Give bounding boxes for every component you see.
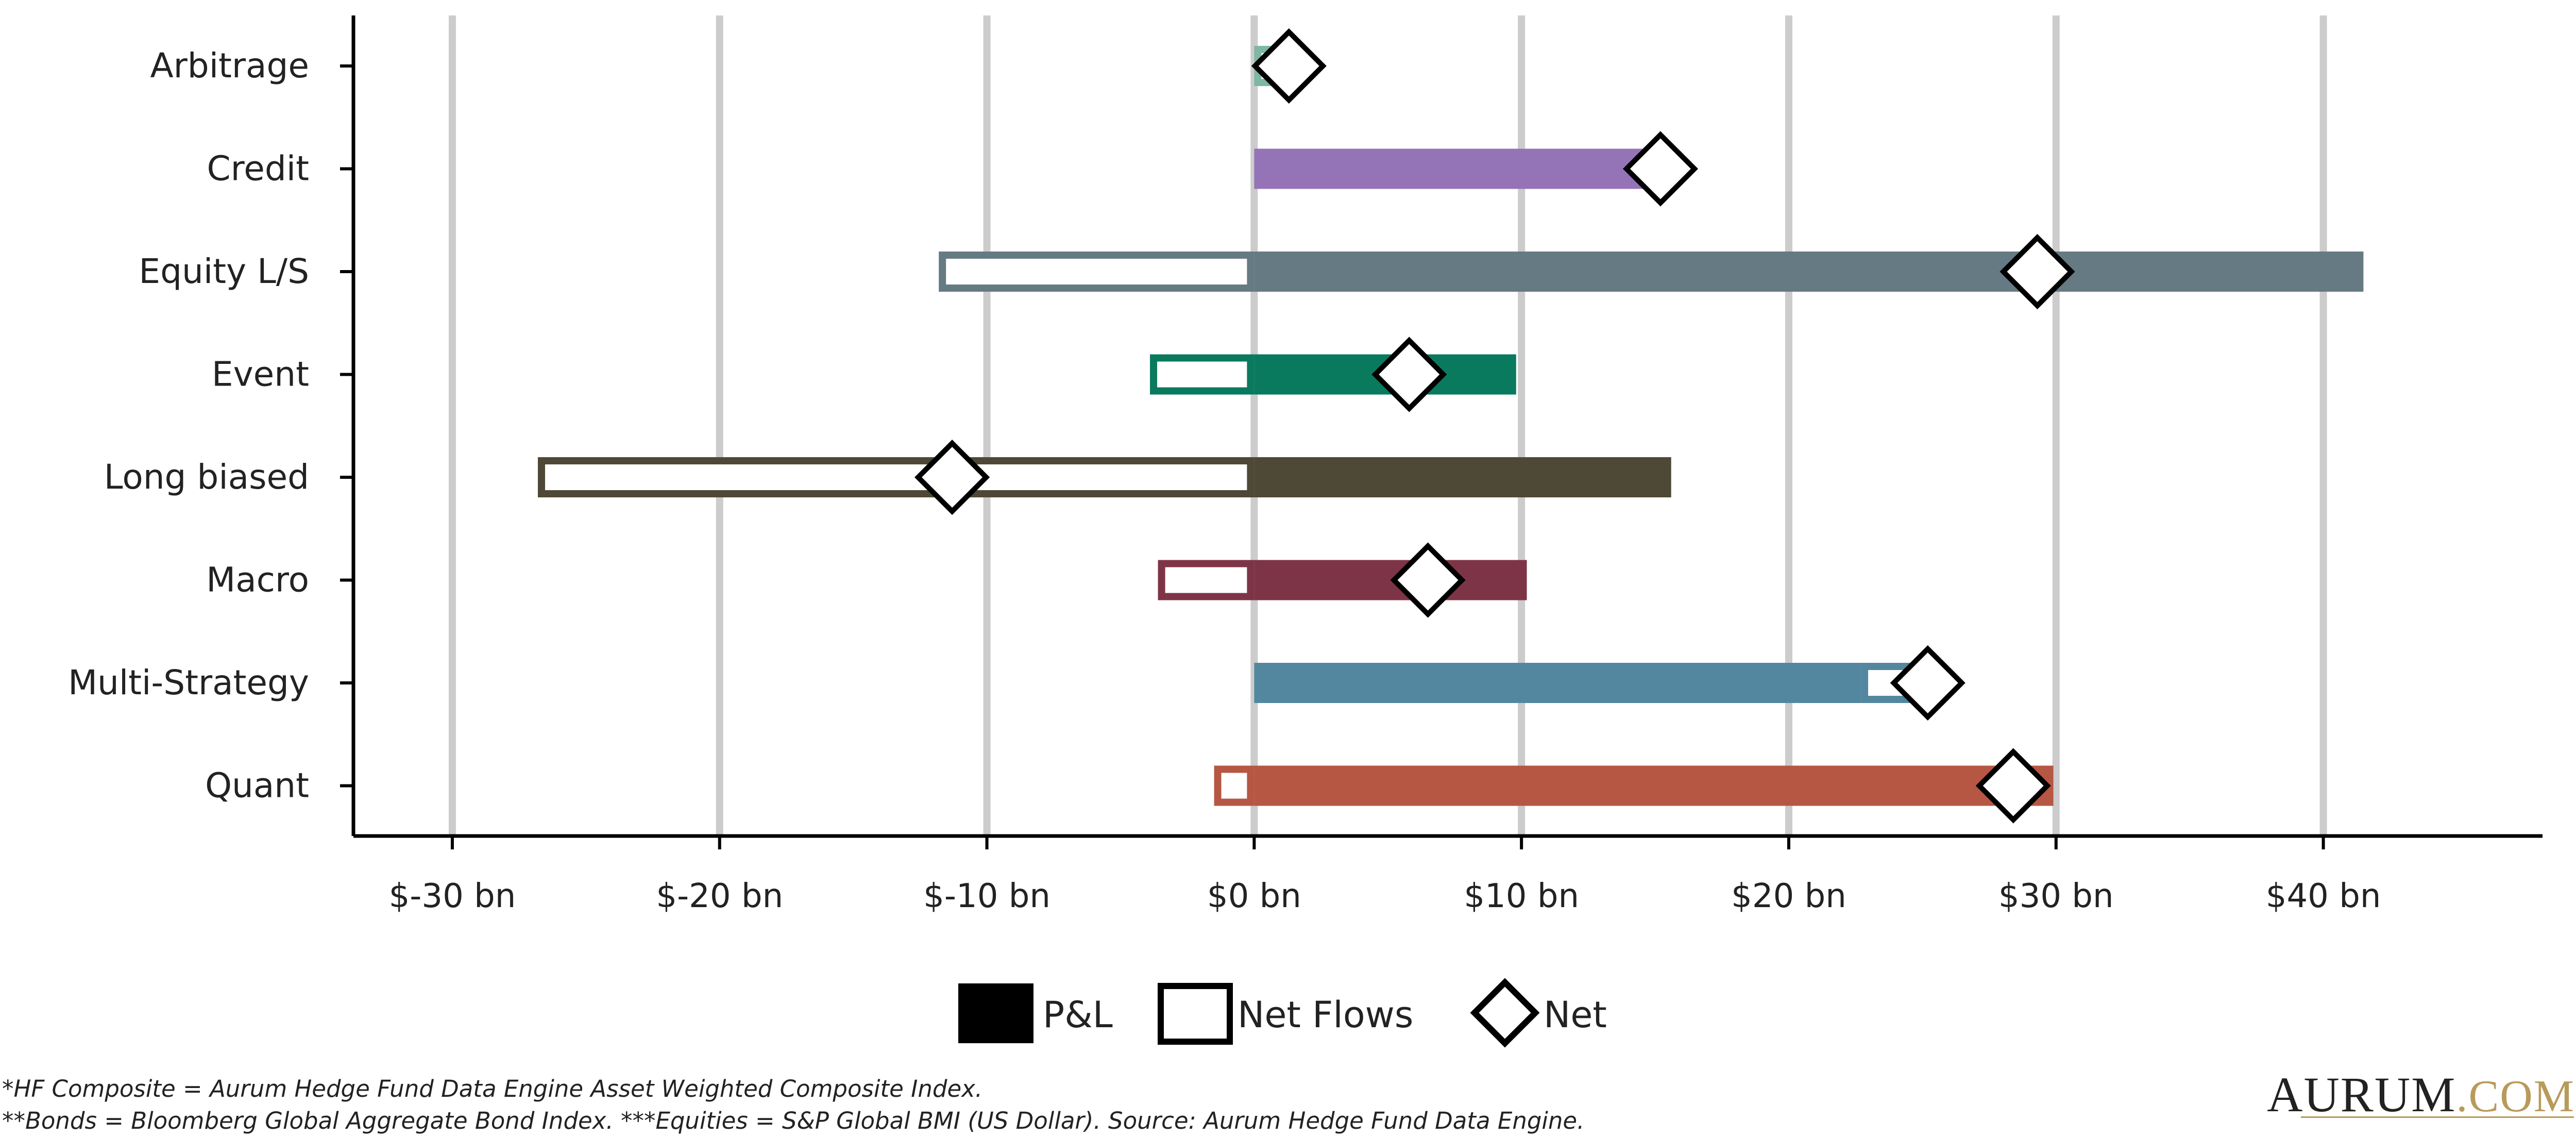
logo-main-text: AURUM [2267,1067,2456,1122]
net-flows-bar [1150,354,1255,395]
y-category-label: Long biased [104,457,309,497]
y-category-label: Macro [206,560,309,600]
pnl-bar [1254,663,1861,703]
gridlines [448,15,2327,836]
x-tick-label: $-30 bn [389,877,516,915]
net-marker [1622,131,1699,207]
net-flows-bar [1214,765,1255,806]
y-category-label: Multi-Strategy [68,663,309,703]
axes [340,15,2543,849]
y-category-label: Arbitrage [150,46,309,86]
x-tick-label: $-20 bn [656,877,783,915]
net-marker [1390,542,1466,618]
pnl-bar [1254,148,1655,189]
aurum-logo: AURUM.COM [2267,1066,2575,1123]
logo-domain-text: .COM [2456,1072,2575,1122]
y-category-label: Equity L/S [139,252,309,291]
axis-labels: $-30 bn $-20 bn $-10 bn $0 bn $10 bn $20 bn $3… [68,46,2381,915]
legend-net-flows-swatch [1158,983,1233,1045]
x-tick-label: $40 bn [2266,877,2381,915]
net-marker [1999,233,2075,310]
legend-pnl-swatch [958,983,1033,1043]
net-marker [1251,28,1327,104]
net-marker [914,439,990,515]
footnote-line-2: **Bonds = Bloomberg Global Aggregate Bon… [2,1107,1585,1134]
net-marker [1371,337,1447,412]
x-tick-label: $10 bn [1464,877,1579,915]
x-tick-label: $-10 bn [923,877,1050,915]
logo-underline [2301,1116,2574,1118]
net-flows-bar [939,252,1255,292]
pnl-bar [1254,252,2364,292]
net-flows-bar [537,457,1255,497]
legend-net-label: Net [1544,994,1607,1036]
footnotes: *HF Composite = Aurum Hedge Fund Data En… [2,1073,1584,1137]
legend-pnl-label: P&L [1043,994,1113,1036]
legend-net-flows-label: Net Flows [1238,994,1413,1036]
footnote-line-1: *HF Composite = Aurum Hedge Fund Data En… [2,1075,983,1102]
pnl-bar [1254,765,2054,806]
bars [537,28,2364,824]
pnl-bar [1254,457,1671,497]
net-marker [1890,645,1965,721]
legend: P&L Net Flows Net [958,978,1607,1048]
legend-net-diamond [1470,978,1540,1048]
y-category-label: Credit [207,149,309,189]
net-flows-bar [1158,560,1255,600]
y-category-label: Event [212,355,309,394]
net-marker [1975,748,2051,824]
x-tick-label: $20 bn [1731,877,1846,915]
x-tick-label: $0 bn [1207,877,1301,915]
x-tick-label: $30 bn [1998,877,2114,915]
y-category-label: Quant [205,766,309,806]
